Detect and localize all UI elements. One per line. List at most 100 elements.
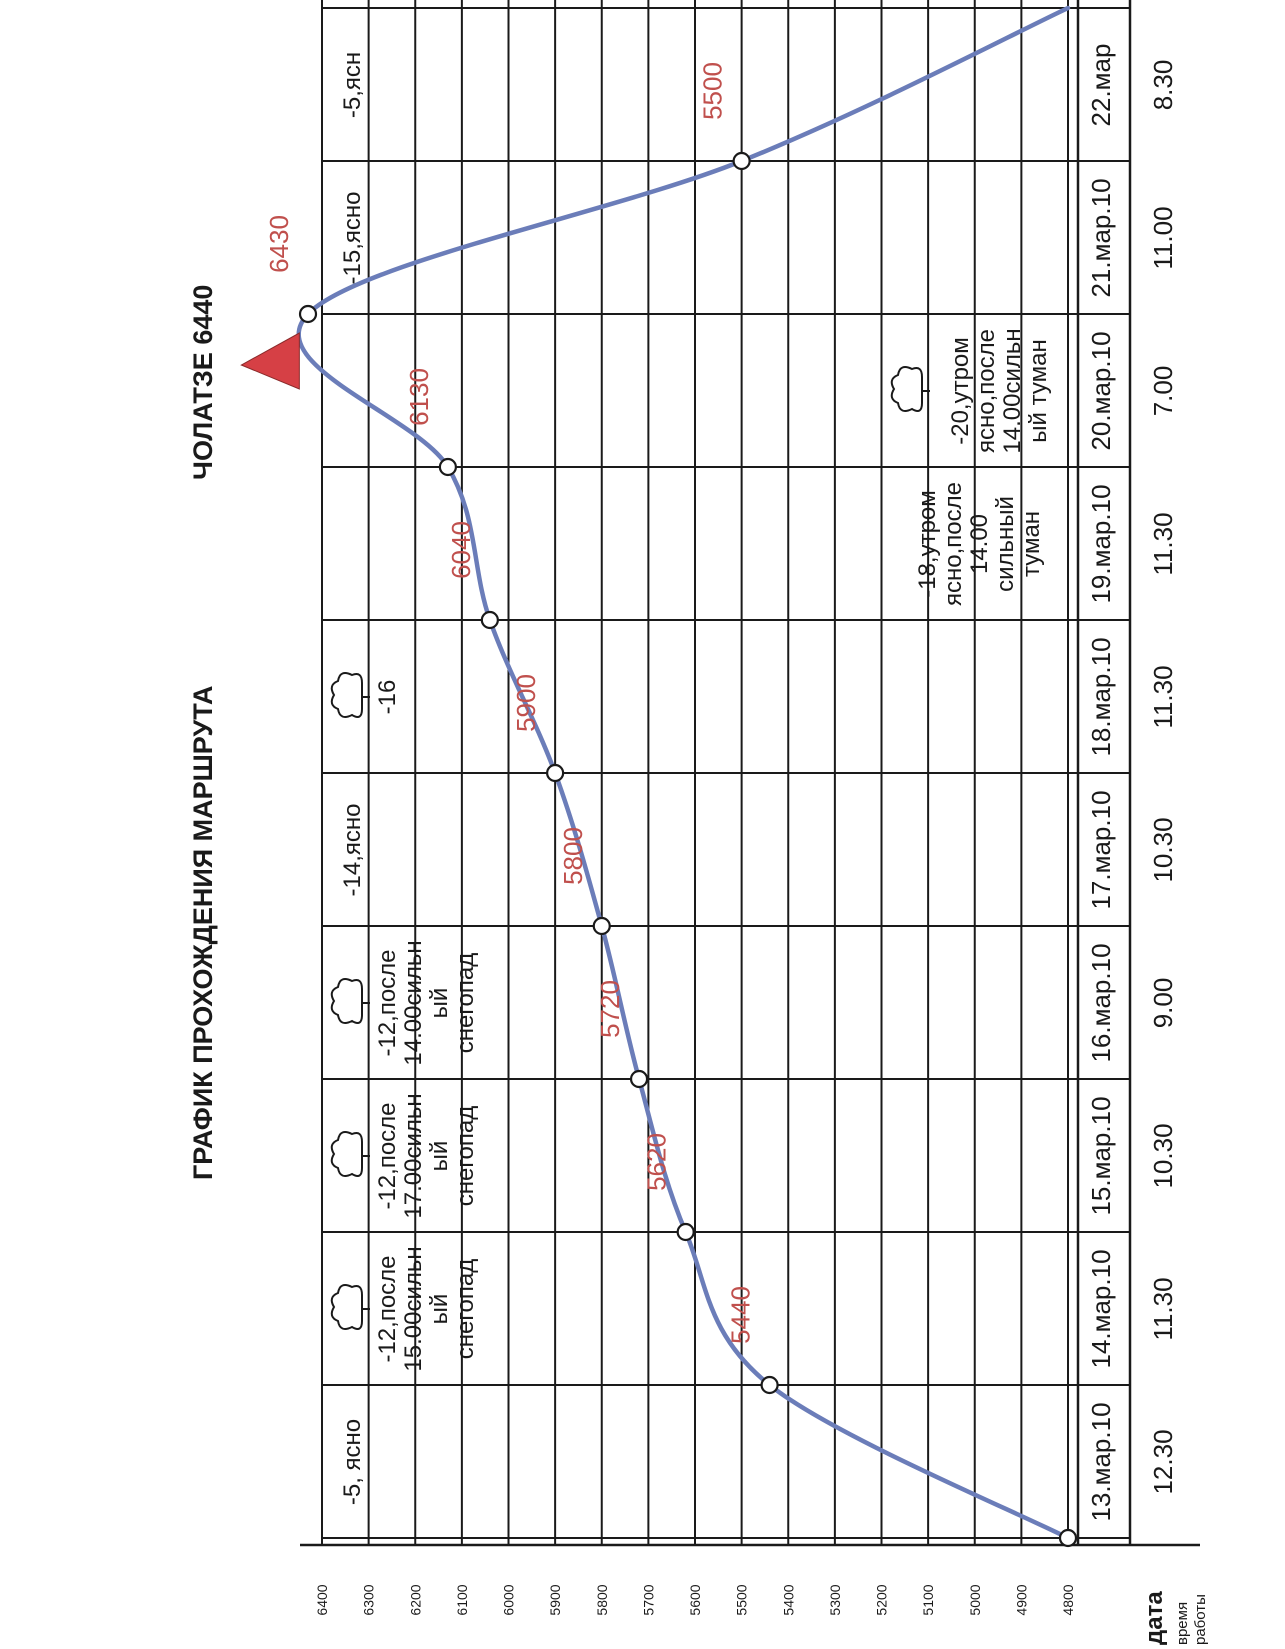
peak-title: ЧОЛАТЗЕ 6440	[188, 285, 218, 480]
route-point	[629, 1069, 649, 1089]
cloud-icon	[330, 1131, 370, 1177]
weather-text: ый туман	[1025, 339, 1052, 442]
time-label: 11.30	[1148, 1277, 1178, 1340]
y-tick-label: 6000	[501, 1584, 517, 1615]
y-tick-label: 5200	[874, 1584, 890, 1615]
altitude-label: 5500	[698, 62, 728, 120]
cloud-icon	[890, 366, 930, 412]
y-tick-label: 5800	[594, 1584, 610, 1615]
cloud-icon	[330, 1284, 370, 1330]
weather-text: -20,утром	[947, 337, 974, 445]
weather-text: -15,ясно	[339, 192, 366, 285]
date-label: 14.мар.10	[1086, 1249, 1116, 1368]
time-label: 9.00	[1148, 978, 1178, 1029]
y-tick-label: 5300	[827, 1584, 843, 1615]
weather-text: -12,после	[374, 1102, 401, 1209]
weather-text: снегопад	[452, 1106, 479, 1207]
chart-title: ГРАФИК ПРОХОЖДЕНИЯ МАРШРУТА	[188, 685, 218, 1180]
time-label: 10.30	[1148, 1123, 1178, 1188]
weather-text: 14.00сильн	[999, 328, 1026, 453]
weather-note: -20,утром ясно,после 14.00сильн ый туман	[890, 328, 1052, 454]
weather-text: ый	[426, 1141, 453, 1172]
weather-text: ый	[426, 1294, 453, 1325]
y-tick-label: 5700	[640, 1584, 656, 1615]
weather-note: -14,ясно	[339, 804, 366, 897]
summit-marker	[240, 332, 300, 390]
route-point	[760, 1375, 779, 1395]
weather-text: -18,утром	[914, 490, 941, 598]
date-label: 13.мар.10	[1086, 1402, 1116, 1521]
y-tick-label: 5900	[547, 1584, 563, 1615]
date-label: 20.мар.10	[1086, 331, 1116, 450]
cloud-shape	[330, 1131, 363, 1177]
date-label: 22.мар	[1086, 44, 1116, 127]
weather-note: -5,ясн	[339, 52, 366, 118]
altitude-label: 6130	[404, 368, 434, 426]
weather-text: ый	[426, 988, 453, 1019]
cloud-shape	[330, 1284, 363, 1330]
time-label: 11.30	[1148, 665, 1178, 728]
weather-text: туман	[1018, 511, 1045, 577]
y-tick-label: 5500	[734, 1584, 750, 1615]
time-label: 8.30	[1148, 60, 1178, 111]
altitude-labels: 5440562057205800590060406130643055004800	[264, 62, 756, 1344]
altitude-label: 5800	[558, 827, 588, 885]
y-tick-label: 5400	[780, 1584, 796, 1615]
weather-text: снегопад	[452, 1259, 479, 1360]
weather-text: -14,ясно	[339, 804, 366, 897]
y-tick-label: 4900	[1013, 1584, 1029, 1615]
weather-text: -16	[374, 680, 401, 715]
weather-text: снегопад	[452, 953, 479, 1054]
weather-note: -5, ясно	[339, 1419, 366, 1505]
route-point	[480, 610, 499, 630]
weather-text: сильный	[992, 496, 1019, 592]
time-label: 7.00	[1148, 366, 1178, 417]
y-tick-label: 5600	[687, 1584, 703, 1615]
weather-text: 17.00сильн	[400, 1093, 427, 1218]
y-tick-label: 6300	[361, 1584, 377, 1615]
weather-text: 15.00сильн	[400, 1246, 427, 1371]
y-tick-label: 5000	[967, 1584, 983, 1615]
time-row-header-line2: работы	[1192, 1594, 1209, 1645]
weather-note: -16	[330, 672, 401, 718]
weather-note: -18,утром ясно,после 14.00 сильный туман	[914, 482, 1045, 606]
cloud-shape	[890, 366, 923, 412]
route-line	[296, 5, 1071, 1541]
date-row: 13.мар.10 14.мар.10 15.мар.10 16.мар.10 17.м…	[1086, 44, 1116, 1522]
time-label: 11.30	[1148, 512, 1178, 575]
weather-text: ясно,после	[940, 482, 967, 606]
weather-text: 14.00	[966, 514, 993, 574]
altitude-label: 6430	[264, 215, 294, 273]
weather-text: 14.00сильн	[400, 940, 427, 1065]
cloud-shape	[330, 978, 363, 1024]
y-tick-label: 6100	[454, 1584, 470, 1615]
summit-triangle	[240, 332, 300, 390]
date-label: 16.мар.10	[1086, 943, 1116, 1062]
weather-note: -15,ясно	[339, 192, 366, 285]
weather-notes: -5, ясно-12,после 15.00сильн ый снегопад-12…	[330, 52, 1052, 1505]
altitude-axis: 4800 4900 5000 5100 5200 5300 5400 5500 5600 5700…	[314, 1584, 1076, 1615]
altitude-label: 5440	[726, 1286, 756, 1344]
date-label: 15.мар.10	[1086, 1096, 1116, 1215]
time-label: 11.00	[1148, 206, 1178, 269]
weather-text: ясно,после	[973, 329, 1000, 453]
date-label: 17.мар.10	[1086, 790, 1116, 909]
time-row-header-line1: время	[1174, 1602, 1191, 1645]
weather-text: -5,ясн	[339, 52, 366, 118]
altitude-label: 5900	[511, 674, 541, 732]
date-label: 18.мар.10	[1086, 637, 1116, 756]
y-tick-label: 6400	[314, 1584, 330, 1615]
route-point	[732, 151, 751, 171]
time-label: 10.30	[1148, 817, 1178, 882]
route-point	[298, 304, 318, 324]
date-label: 21.мар.10	[1086, 178, 1116, 297]
weather-note: -12,после 15.00сильн ый снегопад	[330, 1246, 479, 1372]
weather-note: -12,после 17.00сильн ый снегопад	[330, 1093, 479, 1219]
route-point	[1058, 1528, 1078, 1548]
cloud-icon	[330, 978, 370, 1024]
route-point	[546, 763, 565, 783]
time-label: 12.30	[1148, 1429, 1178, 1494]
date-row-header: дата	[1141, 1591, 1168, 1645]
weather-text: -12,после	[374, 949, 401, 1056]
